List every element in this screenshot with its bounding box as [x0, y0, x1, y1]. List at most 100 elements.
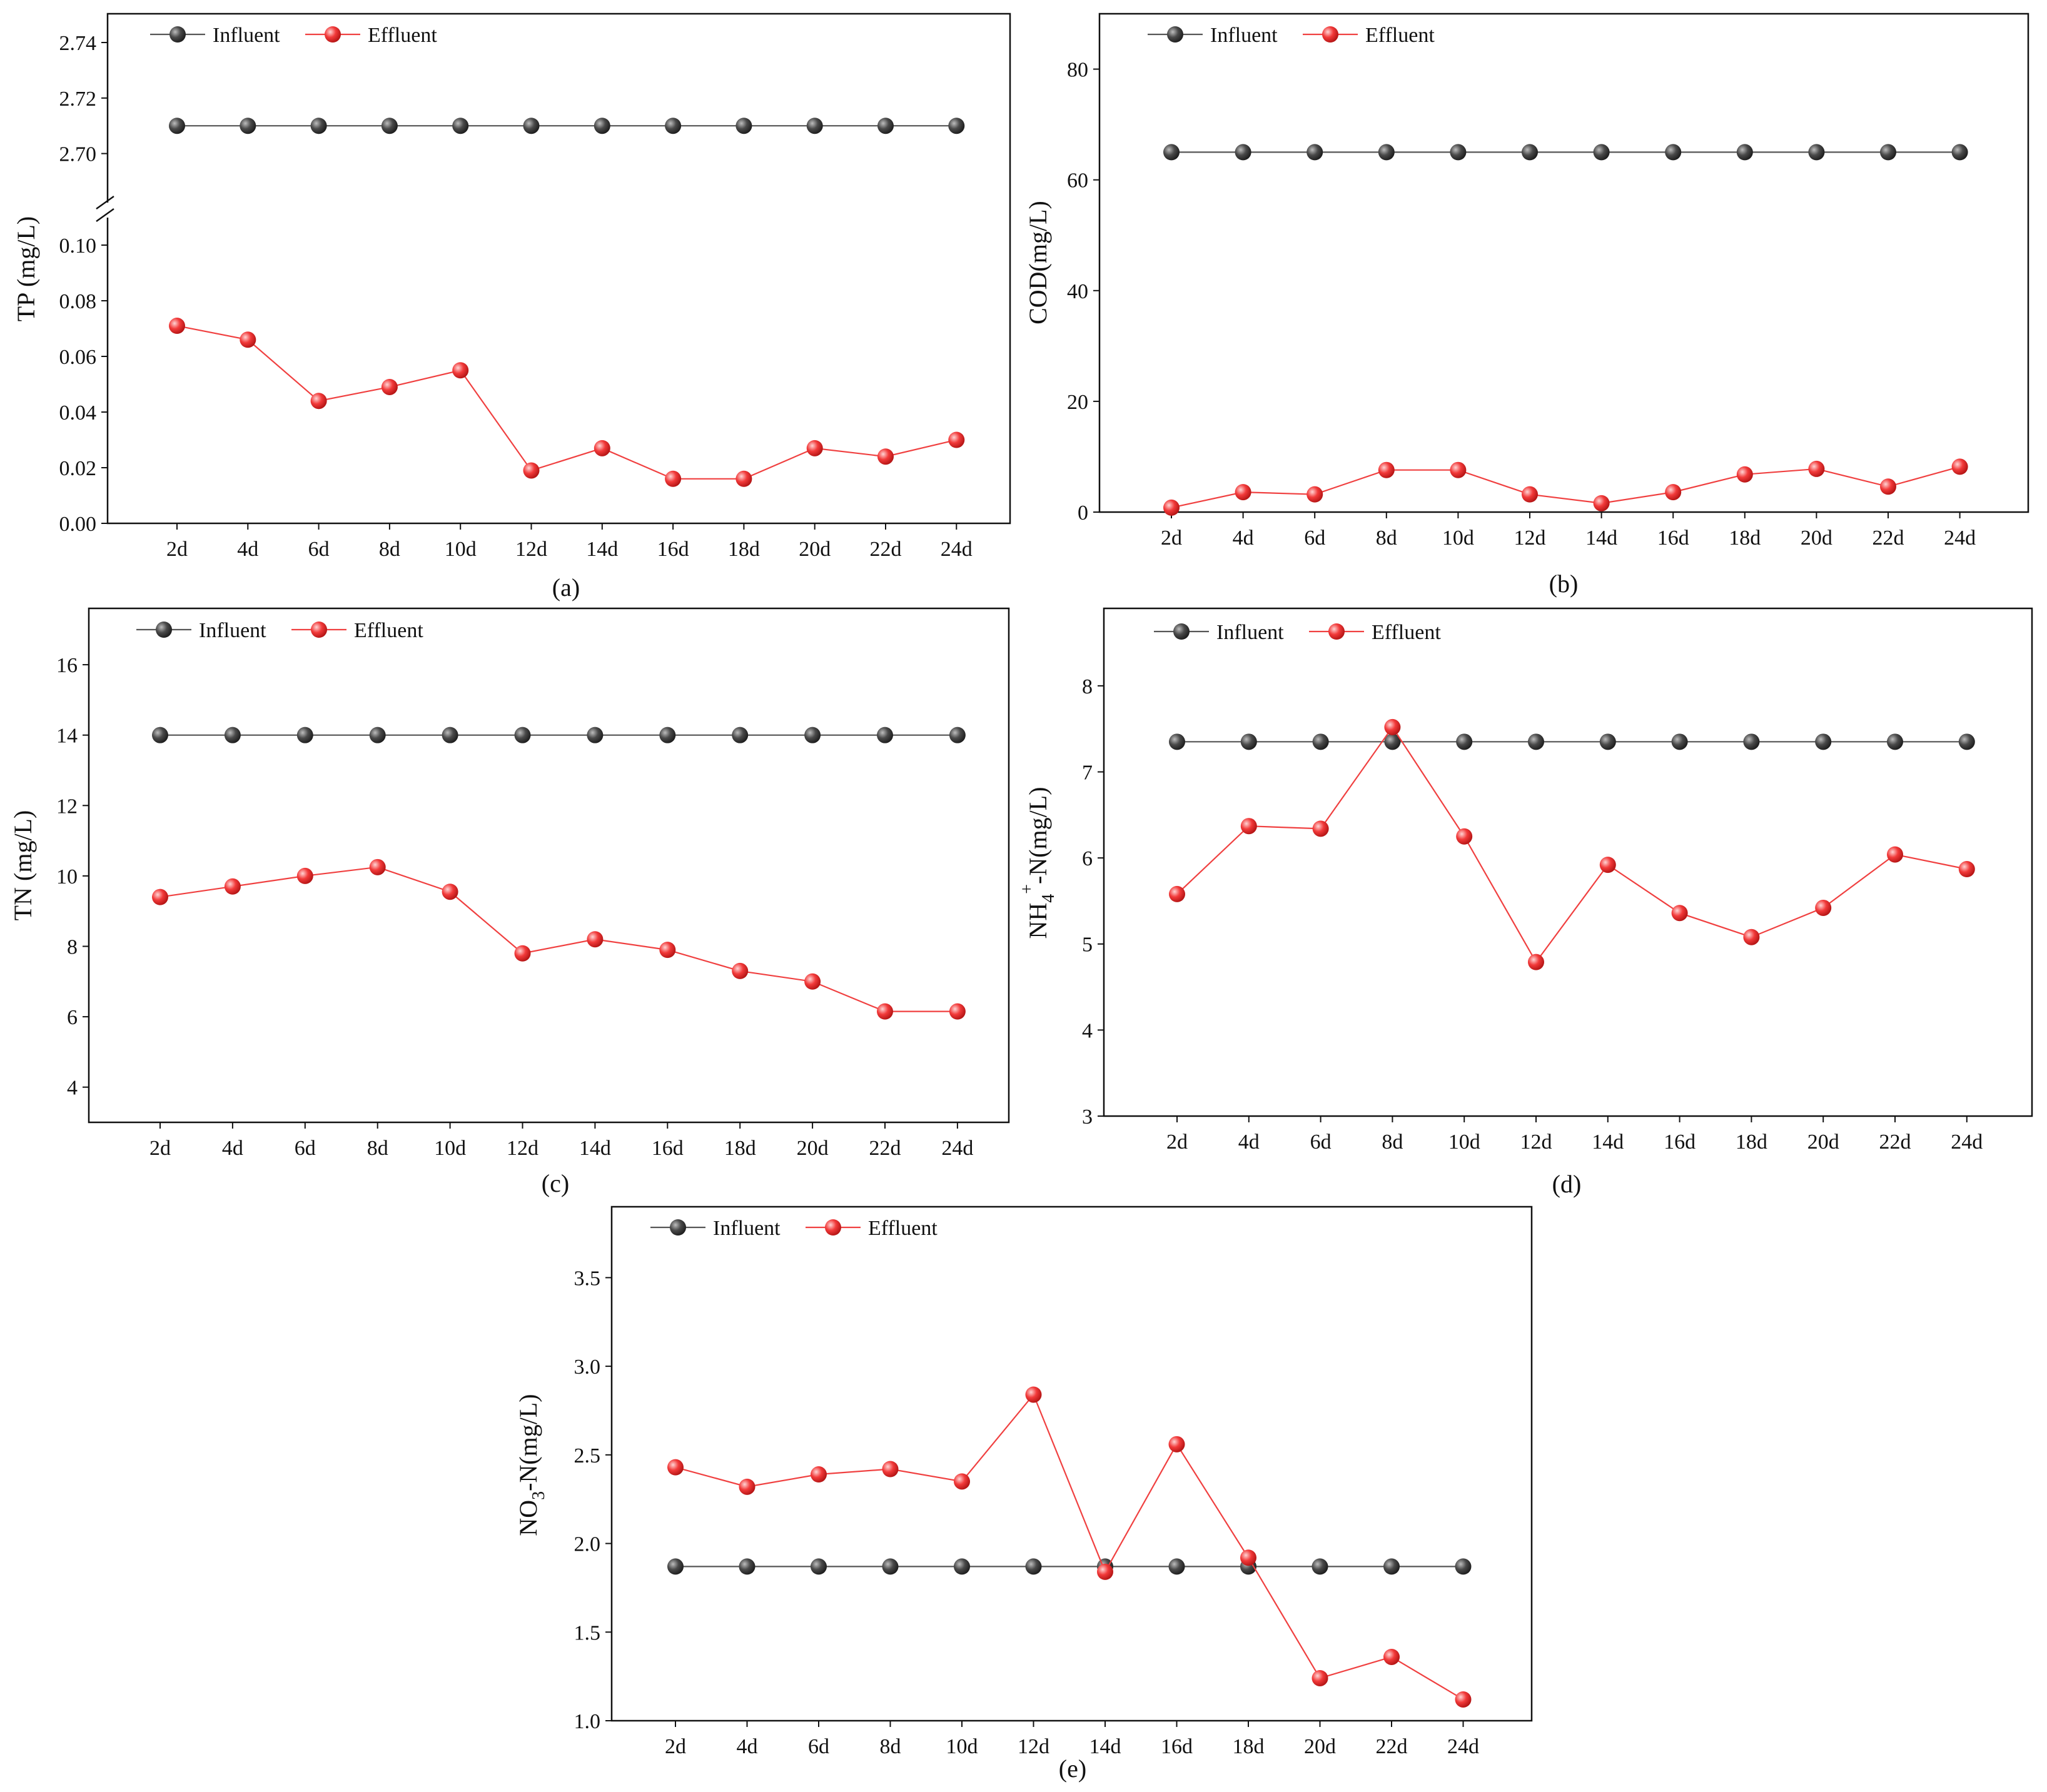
chart-b-cod: 0 20 40 60 80 2d 4d 6d 8d 10d 12d 14d 16d 18d 20d 22d 24…: [1024, 13, 2029, 598]
y-axis-label-rest: -N(mg/L): [1024, 787, 1052, 884]
influent-point: [948, 118, 965, 134]
effluent-point: [1384, 718, 1401, 735]
y-tick-label: 4: [67, 1077, 78, 1100]
effluent-point: [667, 1459, 684, 1476]
influent-point: [1815, 733, 1832, 750]
chart-caption: (b): [1549, 570, 1579, 598]
y-tick-label: 3.5: [574, 1267, 601, 1290]
influent-point: [224, 727, 241, 743]
effluent-point: [1025, 1386, 1042, 1403]
influent-point: [1235, 144, 1251, 161]
effluent-point: [381, 378, 398, 395]
chart-caption: (a): [552, 573, 580, 602]
effluent-point: [369, 858, 386, 875]
influent-point: [659, 727, 676, 743]
influent-point: [381, 118, 398, 134]
influent-point: [594, 118, 610, 134]
effluent-point: [1383, 1648, 1400, 1665]
effluent-point: [1528, 954, 1544, 970]
chart-a-tp: 0.00 0.02 0.04 0.06 0.08 0.10 2.70 2.72 2.74 2d 4d…: [12, 13, 1011, 602]
effluent-point: [659, 942, 676, 959]
y-tick-label: 8: [1082, 675, 1093, 698]
influent-point: [739, 1558, 756, 1575]
effluent-point: [1736, 466, 1753, 483]
y-tick-label: 6: [67, 1006, 78, 1029]
influent-point: [1599, 733, 1616, 750]
influent-point: [240, 118, 256, 134]
legend-influent-label: Influent: [199, 619, 266, 642]
influent-point: [1173, 623, 1190, 640]
y-axis-label-main: NO: [514, 1500, 542, 1536]
effluent-point: [811, 1466, 827, 1483]
y-axis-label: TP (mg/L): [12, 216, 40, 322]
effluent-point: [877, 448, 894, 465]
effluent-point: [1951, 458, 1968, 475]
effluent-point: [452, 362, 469, 379]
x-tick-label: 8d: [1382, 1130, 1403, 1154]
x-tick-label: 22d: [1879, 1130, 1911, 1154]
influent-point: [1665, 144, 1682, 161]
x-tick-label: 18d: [728, 538, 760, 561]
x-tick-label: 14d: [586, 538, 618, 561]
chart-caption: (d): [1552, 1170, 1582, 1198]
influent-point: [514, 727, 531, 743]
influent-point: [670, 1219, 686, 1236]
y-tick-label: 2.74: [59, 32, 97, 55]
x-tick-label: 4d: [1238, 1130, 1260, 1154]
x-tick-label: 18d: [1233, 1735, 1265, 1758]
effluent-point: [825, 1219, 841, 1236]
effluent-point: [169, 318, 185, 335]
effluent-point: [587, 931, 604, 948]
influent-point: [1384, 733, 1401, 750]
y-axis-label: NH4+-N(mg/L): [1018, 787, 1058, 939]
x-tick-label: 22d: [1376, 1735, 1408, 1758]
influent-point: [1743, 733, 1760, 750]
effluent-point: [1599, 857, 1616, 873]
x-tick-label: 24d: [1447, 1735, 1479, 1758]
x-tick-label: 18d: [1729, 526, 1761, 550]
influent-point: [1025, 1558, 1042, 1575]
effluent-point: [514, 945, 531, 962]
x-tick-label: 4d: [237, 538, 258, 561]
y-axis-label: COD(mg/L): [1024, 201, 1052, 325]
x-tick-label: 10d: [434, 1137, 466, 1160]
x-tick-label: 6d: [1310, 1130, 1332, 1154]
influent-point: [369, 727, 386, 743]
influent-point: [1808, 144, 1825, 161]
x-tick-label: 4d: [737, 1735, 758, 1758]
influent-point: [1167, 26, 1183, 43]
influent-point: [169, 118, 185, 134]
influent-point: [732, 727, 749, 743]
y-tick-label: 1.0: [574, 1710, 601, 1733]
x-tick-label: 6d: [808, 1735, 829, 1758]
effluent-point: [735, 470, 752, 487]
effluent-point: [1322, 26, 1338, 43]
effluent-point: [806, 440, 823, 456]
legend-effluent-label: Effluent: [1365, 24, 1435, 47]
y-tick-label: 12: [56, 795, 78, 818]
influent-point: [1450, 144, 1467, 161]
x-tick-label: 22d: [869, 1137, 901, 1160]
effluent-point: [1593, 495, 1610, 511]
influent-point: [877, 118, 894, 134]
effluent-series-line: [1171, 466, 1960, 508]
x-tick-label: 16d: [657, 538, 689, 561]
influent-point: [296, 727, 313, 743]
x-tick-label: 20d: [797, 1137, 829, 1160]
effluent-point: [296, 867, 313, 884]
influent-point: [949, 727, 966, 743]
x-tick-label: 12d: [515, 538, 547, 561]
x-tick-label: 12d: [1018, 1735, 1049, 1758]
x-tick-label: 6d: [1304, 526, 1325, 550]
chart-c-tn: 4 6 8 10 12 14 16 2d 4d 6d 8d 10d 12d 14d 16d 18d 20d 22d…: [9, 607, 1010, 1197]
influent-point: [1383, 1558, 1400, 1575]
effluent-series-line: [1176, 725, 1968, 964]
influent-point: [877, 727, 893, 743]
effluent-point: [1312, 1669, 1328, 1686]
x-tick-label: 18d: [724, 1137, 756, 1160]
y-tick-label: 0.08: [59, 290, 97, 313]
chart-d-nh4: 3 4 5 6 7 8 2d 4d 6d 8d 10d 12d 14d 16d 18d 20d 22d 24d In…: [1018, 607, 2033, 1198]
x-tick-label: 16d: [1161, 1735, 1193, 1758]
effluent-point: [1522, 486, 1538, 503]
influent-point: [169, 26, 186, 43]
